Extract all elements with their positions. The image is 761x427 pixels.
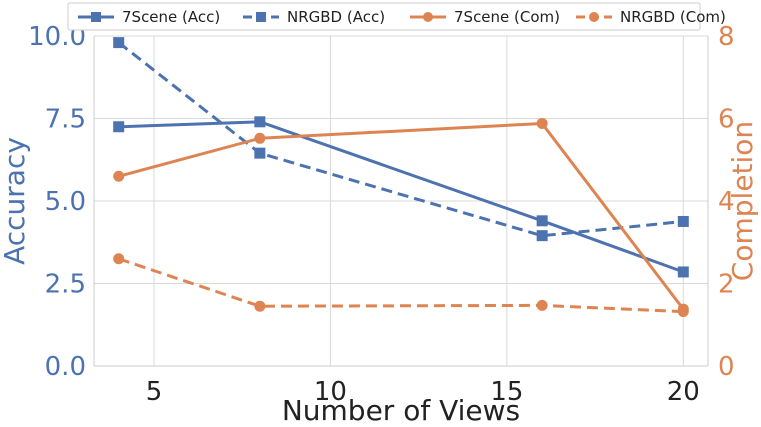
x-axis-label: Number of Views (282, 394, 520, 427)
series-line (118, 257, 684, 314)
y-axis-label-right: Completion (726, 121, 759, 281)
x-tick-label: 15 (490, 377, 523, 407)
y-tick-label-left: 0.0 (45, 352, 86, 382)
y-tick-label-right: 0 (718, 352, 735, 382)
legend-marker-circle (589, 12, 599, 22)
data-point-circle (254, 132, 266, 144)
y-tick-label-right: 6 (718, 105, 735, 135)
x-tick-label: 10 (314, 377, 347, 407)
series-line (118, 120, 684, 274)
y-tick-label-right: 2 (718, 270, 735, 300)
data-point-square (677, 215, 689, 227)
data-point-square (113, 37, 125, 49)
legend-marker-square (91, 12, 101, 22)
y-tick-label-left: 5.0 (45, 187, 86, 217)
data-point-square (536, 230, 548, 242)
legend-label: 7Scene (Com) (454, 8, 560, 26)
data-point-circle (113, 253, 125, 265)
y-tick-label-right: 4 (718, 187, 735, 217)
data-point-circle (536, 299, 548, 311)
x-tick-label: 20 (667, 377, 700, 407)
legend-frame (67, 2, 701, 31)
data-point-circle (113, 170, 125, 182)
series-layer (113, 37, 689, 318)
legend-marker-square (256, 12, 266, 22)
y-tick-label-left: 2.5 (45, 270, 86, 300)
y-axis-label-left: Accuracy (0, 137, 31, 265)
data-point-square (254, 116, 266, 128)
y-tick-label-left: 7.5 (45, 105, 86, 135)
legend-label: 7Scene (Acc) (122, 8, 220, 26)
data-point-square (536, 215, 548, 227)
data-point-square (677, 266, 689, 278)
data-point-circle (677, 306, 689, 318)
data-point-circle (536, 117, 548, 129)
series-line (118, 122, 685, 311)
data-point-square (113, 121, 125, 133)
legend-label: NRGBD (Com) (620, 8, 726, 26)
legend: 7Scene (Acc) NRGBD (Acc) 7Scene (Com) NRGBD… (67, 2, 726, 31)
legend-label: NRGBD (Acc) (287, 8, 385, 26)
y-tick-label-right: 8 (718, 22, 735, 52)
data-point-circle (254, 300, 266, 312)
series-line (117, 41, 684, 238)
legend-marker-circle (423, 12, 433, 22)
x-tick-label: 5 (146, 377, 163, 407)
data-point-square (254, 147, 266, 159)
